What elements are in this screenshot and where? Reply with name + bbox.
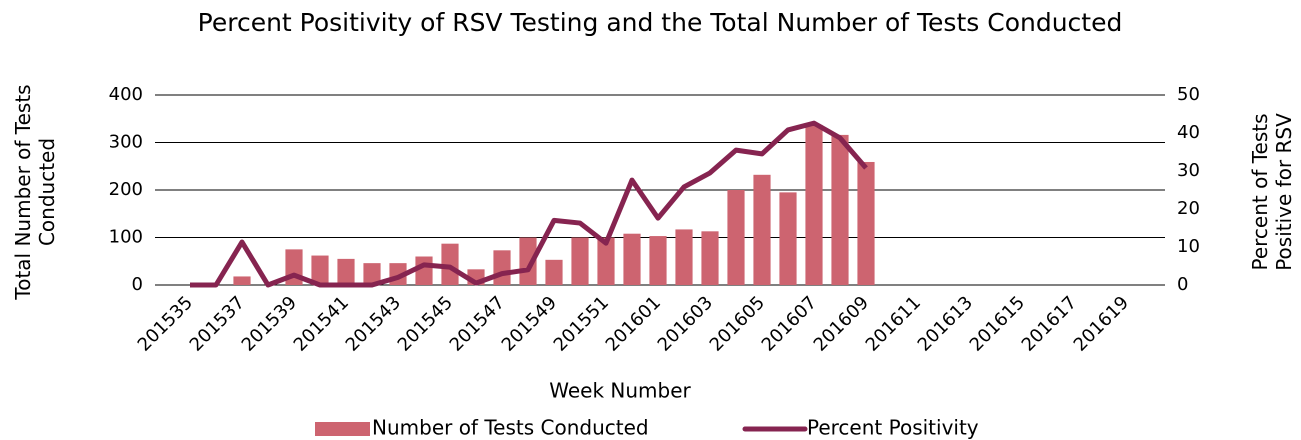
legend-swatch — [315, 422, 370, 436]
x-axis-title: Week Number — [549, 379, 691, 403]
x-tick-label: 201601 — [602, 292, 665, 355]
x-tick-label: 201541 — [290, 292, 353, 355]
x-tick-label: 201615 — [966, 292, 1029, 355]
bar — [831, 134, 849, 285]
bar — [727, 190, 745, 285]
y2-tick-label: 30 — [1177, 160, 1200, 181]
y-tick-label: 400 — [109, 84, 143, 105]
x-tick-label: 201603 — [654, 292, 717, 355]
bar — [857, 161, 875, 285]
bar — [545, 259, 563, 285]
chart-title: Percent Positivity of RSV Testing and th… — [197, 8, 1123, 37]
x-tick-label: 201543 — [342, 292, 405, 355]
x-tick-label: 201611 — [862, 292, 925, 355]
y-tick-label: 100 — [109, 227, 143, 248]
line — [190, 120, 868, 288]
x-tick-label: 201551 — [550, 292, 613, 355]
legend-label: Percent Positivity — [807, 416, 979, 440]
x-tick-label: 201607 — [758, 292, 821, 355]
x-tick-label: 201539 — [238, 292, 301, 355]
y2-tick-label: 50 — [1177, 84, 1200, 105]
bar — [779, 192, 797, 285]
bar — [415, 256, 433, 285]
bar — [233, 276, 251, 285]
y2-tick-label: 0 — [1177, 274, 1188, 295]
x-tick-label: 201619 — [1070, 292, 1133, 355]
x-tick-label: 201617 — [1018, 292, 1081, 355]
y2-axis-title: Percent of Tests Positive for RSV — [1248, 113, 1296, 271]
x-tick-label: 201613 — [914, 292, 977, 355]
bar — [701, 231, 719, 285]
x-tick-label: 201535 — [134, 292, 197, 355]
bar — [337, 258, 355, 285]
y-tick-label: 0 — [132, 274, 143, 295]
y2-tick-label: 10 — [1177, 236, 1200, 257]
bar — [623, 233, 641, 285]
legend-label: Number of Tests Conducted — [372, 416, 649, 440]
x-tick-label: 201549 — [498, 292, 561, 355]
bar — [493, 250, 511, 285]
y2-tick-label: 40 — [1177, 122, 1200, 143]
bar — [571, 237, 589, 285]
x-tick-label: 201537 — [186, 292, 249, 355]
bar — [441, 243, 459, 285]
y-tick-label: 200 — [109, 179, 143, 200]
y-axis-title: Total Number of Tests Conducted — [11, 84, 59, 300]
y-tick-label: 300 — [109, 132, 143, 153]
bar — [805, 124, 823, 285]
x-tick-label: 201545 — [394, 292, 457, 355]
y2-tick-label: 20 — [1177, 198, 1200, 219]
bar — [675, 229, 693, 285]
bar — [753, 174, 771, 285]
x-tick-label: 201605 — [706, 292, 769, 355]
bar — [363, 263, 381, 285]
bar — [311, 255, 329, 285]
bar — [519, 237, 537, 285]
bar — [649, 236, 667, 285]
x-tick-label: 201547 — [446, 292, 509, 355]
x-tick-label: 201609 — [810, 292, 873, 355]
bar — [597, 237, 615, 285]
